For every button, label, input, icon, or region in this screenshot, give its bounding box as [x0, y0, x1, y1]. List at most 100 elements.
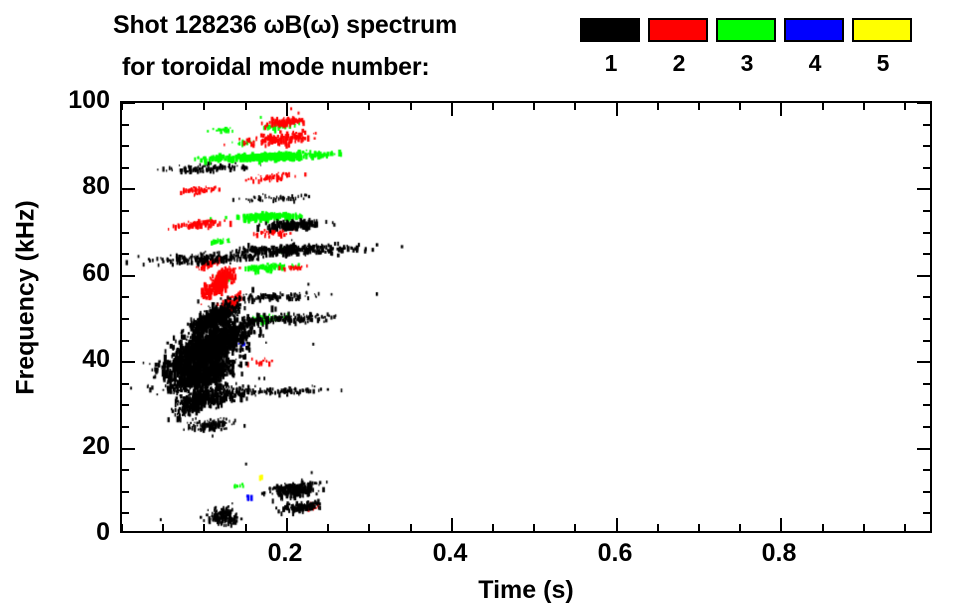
legend: 1 2 3 4 5	[580, 18, 920, 88]
x-tick-major-0.6	[616, 518, 618, 531]
y-tick-right-major-60	[917, 275, 930, 277]
x-tick-top-minor-0.35	[410, 103, 412, 110]
x-tick-top-minor-0.95	[904, 103, 906, 110]
y-tick-major-80	[122, 188, 135, 190]
y-tick-right-minor-95	[923, 124, 930, 126]
x-tick-top-minor-0.75	[739, 103, 741, 110]
y-tick-label-20: 20	[82, 432, 110, 460]
x-tick-minor-0.75	[739, 524, 741, 531]
x-tick-top-minor-0.55	[574, 103, 576, 110]
x-tick-top-minor-0.25	[327, 103, 329, 110]
y-tick-right-major-20	[917, 448, 930, 450]
x-tick-minor-0.15	[245, 524, 247, 531]
x-tick-minor-0.25	[327, 524, 329, 531]
y-tick-right-minor-45	[923, 340, 930, 342]
y-tick-minor-30	[122, 404, 129, 406]
x-tick-minor-0.1	[203, 524, 205, 531]
y-tick-label-80: 80	[82, 172, 110, 200]
x-tick-top-major-0.8	[780, 103, 782, 116]
x-tick-top-minor-0.15	[245, 103, 247, 110]
legend-item-5: 5	[852, 18, 914, 75]
y-tick-right-minor-10	[923, 491, 930, 493]
x-tick-major-0.4	[451, 518, 453, 531]
x-axis-title: Time (s)	[478, 576, 574, 604]
y-tick-right-minor-15	[923, 469, 930, 471]
x-tick-top-minor-0.5	[533, 103, 535, 110]
x-tick-top-minor-0.65	[657, 103, 659, 110]
y-tick-minor-45	[122, 340, 129, 342]
y-axis-title: Frequency (kHz)	[11, 200, 40, 395]
y-tick-minor-65	[122, 253, 129, 255]
y-tick-major-20	[122, 448, 135, 450]
y-tick-minor-90	[122, 145, 129, 147]
x-tick-minor-0.95	[904, 524, 906, 531]
x-tick-top-major-0.4	[451, 103, 453, 116]
x-tick-minor-0.85	[822, 524, 824, 531]
x-tick-top-minor-0.85	[822, 103, 824, 110]
y-tick-right-minor-65	[923, 253, 930, 255]
x-tick-minor-0.3	[368, 524, 370, 531]
y-axis-tick-labels: 0 20 40 60 80 100	[38, 88, 110, 545]
x-tick-top-minor-0.45	[492, 103, 494, 110]
y-tick-right-minor-35	[923, 383, 930, 385]
legend-swatch-yellow	[852, 18, 912, 42]
y-tick-right-minor-90	[923, 145, 930, 147]
legend-item-1: 1	[580, 18, 642, 75]
y-tick-minor-5	[122, 512, 129, 514]
legend-label-1: 1	[604, 50, 618, 76]
x-tick-top-minor-0.1	[203, 103, 205, 110]
x-tick-minor-0.9	[863, 524, 865, 531]
y-tick-minor-10	[122, 491, 129, 493]
y-tick-right-minor-55	[923, 296, 930, 298]
y-tick-right-minor-30	[923, 404, 930, 406]
x-tick-label-0.6: 0.6	[597, 539, 633, 567]
x-tick-top-major-0.2	[286, 103, 288, 116]
x-tick-top-minor-0.05	[162, 103, 164, 110]
y-tick-major-40	[122, 361, 135, 363]
x-tick-label-0.8: 0.8	[761, 539, 797, 567]
x-tick-minor-0.45	[492, 524, 494, 531]
figure-title-line-2: for toroidal mode number:	[122, 53, 430, 81]
y-tick-minor-95	[122, 124, 129, 126]
x-tick-major-0.8	[780, 518, 782, 531]
y-tick-minor-35	[122, 383, 129, 385]
plot-area	[120, 101, 932, 533]
y-tick-label-40: 40	[82, 345, 110, 373]
y-tick-right-minor-75	[923, 210, 930, 212]
x-tick-minor-0.55	[574, 524, 576, 531]
y-tick-minor-75	[122, 210, 129, 212]
y-tick-minor-50	[122, 318, 129, 320]
y-tick-label-60: 60	[82, 259, 110, 287]
y-tick-right-minor-85	[923, 167, 930, 169]
y-tick-label-100: 100	[68, 86, 110, 114]
y-tick-minor-85	[122, 167, 129, 169]
spectrogram-canvas	[122, 103, 930, 531]
legend-item-3: 3	[716, 18, 778, 75]
y-tick-right-minor-50	[923, 318, 930, 320]
y-tick-minor-25	[122, 426, 129, 428]
x-axis-tick-labels: 0.2 0.4 0.6 0.8	[120, 541, 932, 573]
legend-swatch-green	[716, 18, 776, 42]
legend-item-2: 2	[648, 18, 710, 75]
y-tick-major-100	[122, 103, 135, 104]
x-tick-minor-0.35	[410, 524, 412, 531]
x-tick-top-major-0.6	[616, 103, 618, 116]
x-tick-top-minor-0.3	[368, 103, 370, 110]
x-tick-minor-0.05	[162, 524, 164, 531]
x-tick-label-0.2: 0.2	[267, 539, 303, 567]
legend-item-4: 4	[784, 18, 846, 75]
y-tick-right-major-40	[917, 361, 930, 363]
y-tick-major-60	[122, 275, 135, 277]
x-tick-minor-0.65	[657, 524, 659, 531]
y-tick-minor-15	[122, 469, 129, 471]
legend-label-5: 5	[876, 50, 890, 76]
legend-swatch-red	[648, 18, 708, 42]
legend-swatch-blue	[784, 18, 844, 42]
x-tick-minor-0.7	[698, 524, 700, 531]
y-tick-right-major-100	[917, 103, 930, 104]
y-tick-label-0: 0	[96, 518, 110, 546]
x-tick-top-minor-0.9	[863, 103, 865, 110]
figure-title-line-1: Shot 128236 ωB(ω) spectrum	[113, 11, 458, 39]
legend-label-2: 2	[672, 50, 686, 76]
x-tick-label-0.4: 0.4	[432, 539, 468, 567]
